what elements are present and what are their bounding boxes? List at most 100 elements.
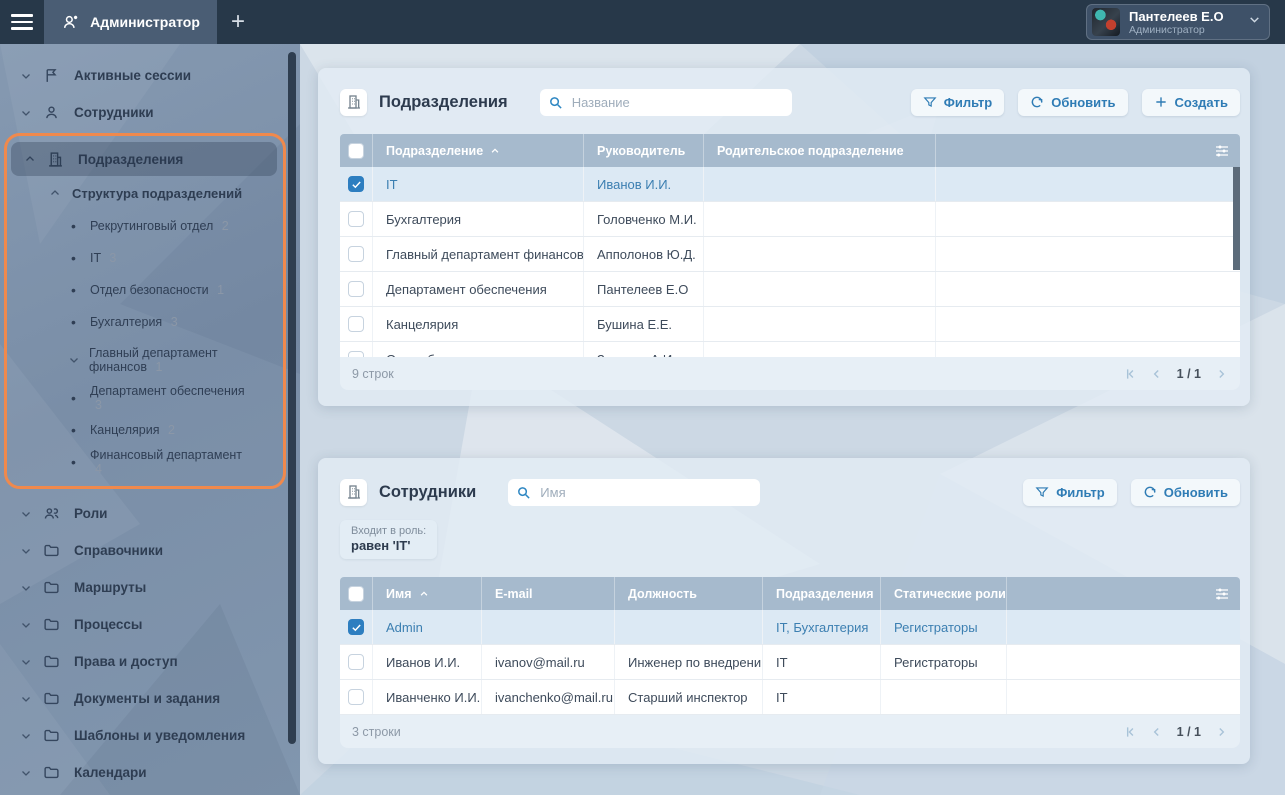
row-checkbox[interactable] bbox=[348, 246, 364, 262]
building-icon bbox=[47, 151, 65, 168]
bullet-icon: • bbox=[71, 454, 76, 470]
column-header-name[interactable]: Имя bbox=[372, 577, 481, 610]
department-cell: Отдел безопасности bbox=[372, 342, 583, 357]
sidebar-item-structure[interactable]: Структура подразделений bbox=[7, 176, 283, 210]
table-row[interactable]: Бухгалтерия Головченко М.И. bbox=[340, 202, 1240, 237]
sidebar-item-documents-tasks[interactable]: Документы и задания bbox=[0, 680, 300, 717]
sidebar-item-permissions[interactable]: Права и доступ bbox=[0, 643, 300, 680]
employee-link[interactable]: Admin bbox=[372, 610, 481, 644]
filler-cell bbox=[1006, 645, 1240, 679]
refresh-button-label: Обновить bbox=[1163, 484, 1228, 500]
table-row[interactable]: IT Иванов И.И. bbox=[340, 167, 1240, 202]
filter-button[interactable]: Фильтр bbox=[910, 88, 1005, 116]
create-button[interactable]: Создать bbox=[1141, 88, 1240, 116]
prev-page-button[interactable] bbox=[1150, 367, 1164, 381]
item-count: 2 bbox=[221, 219, 229, 233]
sidebar-item-security-dept[interactable]: • Отдел безопасности 1 bbox=[7, 274, 283, 306]
refresh-button[interactable]: Обновить bbox=[1130, 478, 1240, 506]
sidebar-item-main-finance-dept[interactable]: Главный департамент финансов 1 bbox=[7, 338, 283, 382]
row-checkbox[interactable] bbox=[348, 619, 364, 635]
sidebar-item-directories[interactable]: Справочники bbox=[0, 532, 300, 569]
filler-cell bbox=[935, 272, 1240, 306]
table-row[interactable]: Главный департамент финансов Апполонов Ю… bbox=[340, 237, 1240, 272]
bullet-icon: • bbox=[71, 250, 76, 266]
sidebar-item-label: Права и доступ bbox=[74, 654, 178, 669]
search-input[interactable] bbox=[571, 94, 784, 110]
select-all-checkbox[interactable] bbox=[348, 585, 364, 602]
user-menu[interactable]: Пантелеев Е.О Администратор bbox=[1086, 4, 1270, 40]
employees-table-header: Имя E-mail Должность Подразделения Стати… bbox=[340, 577, 1240, 610]
next-page-button[interactable] bbox=[1214, 725, 1228, 739]
sidebar-item-accounting-dept[interactable]: • Бухгалтерия 3 bbox=[7, 306, 283, 338]
column-header-position[interactable]: Должность bbox=[614, 577, 762, 610]
parent-cell bbox=[703, 272, 935, 306]
next-page-button[interactable] bbox=[1214, 367, 1228, 381]
sidebar-item-chancery-dept[interactable]: • Канцелярия 2 bbox=[7, 414, 283, 446]
item-count: 2 bbox=[167, 423, 175, 437]
employees-search bbox=[508, 478, 761, 506]
sidebar-item-templates-notifications[interactable]: Шаблоны и уведомления bbox=[0, 717, 300, 754]
department-cell: Канцелярия bbox=[372, 307, 583, 341]
table-row[interactable]: Admin IT, Бухгалтерия Регистраторы bbox=[340, 610, 1240, 645]
first-page-button[interactable] bbox=[1123, 725, 1137, 739]
tab-administrator[interactable]: Администратор bbox=[44, 0, 217, 44]
head-link[interactable]: Иванов И.И. bbox=[583, 167, 703, 201]
funnel-icon bbox=[923, 97, 937, 108]
department-cell: Департамент обеспечения bbox=[372, 272, 583, 306]
filter-button[interactable]: Фильтр bbox=[1023, 478, 1117, 506]
sidebar-item-employees[interactable]: Сотрудники bbox=[0, 94, 300, 131]
first-page-button[interactable] bbox=[1123, 367, 1137, 381]
sidebar-item-it-dept[interactable]: • IT 3 bbox=[7, 242, 283, 274]
select-all-checkbox[interactable] bbox=[348, 142, 364, 159]
sidebar-item-finance-dept[interactable]: • Финансовый департамент 4 bbox=[7, 446, 283, 478]
row-checkbox[interactable] bbox=[348, 654, 364, 670]
row-checkbox[interactable] bbox=[348, 281, 364, 297]
sidebar-item-processes[interactable]: Процессы bbox=[0, 606, 300, 643]
row-checkbox[interactable] bbox=[348, 176, 364, 192]
search-input[interactable] bbox=[540, 484, 753, 500]
column-header-roles[interactable]: Статические роли bbox=[880, 577, 1006, 610]
sidebar-item-recruiting-dept[interactable]: • Рекрутинговый отдел 2 bbox=[7, 210, 283, 242]
column-header-department[interactable]: Подразделение bbox=[372, 134, 583, 167]
filter-chip[interactable]: Входит в роль: равен 'IT' bbox=[340, 520, 438, 559]
table-row[interactable]: Иванов И.И. ivanov@mail.ru Инженер по вн… bbox=[340, 645, 1240, 680]
row-checkbox[interactable] bbox=[348, 316, 364, 332]
table-row[interactable]: Департамент обеспечения Пантелеев Е.О bbox=[340, 272, 1240, 307]
building-icon bbox=[340, 88, 367, 116]
column-header-head[interactable]: Руководитель bbox=[583, 134, 703, 167]
folder-icon bbox=[43, 690, 61, 707]
sidebar-item-active-sessions[interactable]: Активные сессии bbox=[0, 57, 300, 94]
row-checkbox[interactable] bbox=[348, 351, 364, 357]
column-header-parent[interactable]: Родительское подразделение bbox=[703, 134, 935, 167]
departments-link[interactable]: IT, Бухгалтерия bbox=[762, 610, 880, 644]
page-title: Сотрудники bbox=[379, 482, 477, 501]
sidebar-item-roles[interactable]: Роли bbox=[0, 495, 300, 532]
table-row[interactable]: Иванченко И.И. ivanchenko@mail.ru Старши… bbox=[340, 680, 1240, 715]
employees-panel: Сотрудники Фильтр Обновить Входит в роль… bbox=[318, 458, 1250, 764]
column-header-email[interactable]: E-mail bbox=[481, 577, 614, 610]
column-settings-button[interactable] bbox=[1214, 134, 1230, 167]
sidebar-item-supply-dept[interactable]: • Департамент обеспечения 3 bbox=[7, 382, 283, 414]
top-bar: Администратор + Пантелеев Е.О Администра… bbox=[0, 0, 1285, 44]
sort-asc-icon bbox=[490, 146, 500, 156]
hamburger-menu-icon[interactable] bbox=[0, 0, 44, 44]
department-link[interactable]: IT bbox=[372, 167, 583, 201]
sort-asc-icon bbox=[419, 589, 429, 599]
head-cell: Бушина Е.Е. bbox=[583, 307, 703, 341]
table-row[interactable]: Отдел безопасности Захаров А.И. bbox=[340, 342, 1240, 357]
pagination: 1 / 1 bbox=[1123, 367, 1228, 381]
sidebar-item-departments[interactable]: Подразделения bbox=[11, 142, 277, 176]
row-checkbox[interactable] bbox=[348, 689, 364, 705]
sidebar-item-calendars[interactable]: Календари bbox=[0, 754, 300, 791]
sidebar-scrollbar[interactable] bbox=[288, 52, 296, 744]
table-row[interactable]: Канцелярия Бушина Е.Е. bbox=[340, 307, 1240, 342]
row-checkbox[interactable] bbox=[348, 211, 364, 227]
column-settings-button[interactable] bbox=[1214, 577, 1230, 610]
new-tab-button[interactable]: + bbox=[217, 0, 259, 44]
sidebar-item-routes[interactable]: Маршруты bbox=[0, 569, 300, 606]
refresh-button[interactable]: Обновить bbox=[1018, 88, 1128, 116]
table-scrollbar[interactable] bbox=[1233, 167, 1240, 270]
roles-link[interactable]: Регистраторы bbox=[880, 610, 1006, 644]
prev-page-button[interactable] bbox=[1150, 725, 1164, 739]
column-header-departments[interactable]: Подразделения bbox=[762, 577, 880, 610]
